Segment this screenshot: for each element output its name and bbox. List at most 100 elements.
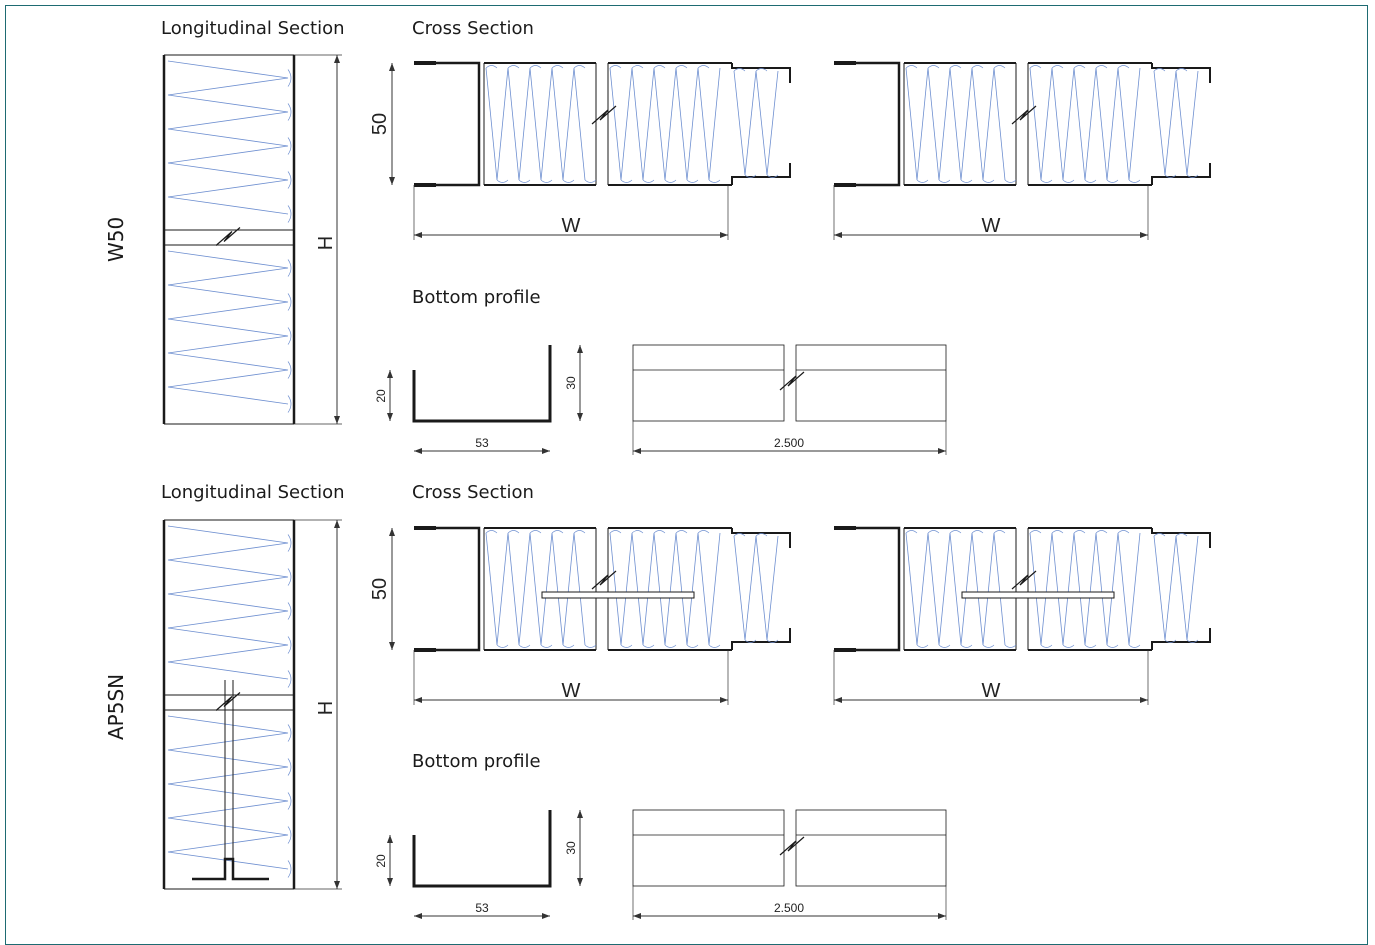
cross-panel-1-insulation-1-arc-top — [551, 65, 564, 69]
long-insulation-lower-arc — [287, 826, 292, 844]
cross-panel-2-insulation-2-arc-top — [1051, 530, 1064, 534]
long-insulation-lower-arc — [287, 860, 292, 878]
cross-panel-2-insulation-2-arc-top — [1029, 530, 1042, 534]
dim-profile-width-line-arrow-start — [414, 448, 422, 454]
cross-panel-1-insulation-2-arc-top — [631, 530, 644, 534]
dim-height-label: H — [315, 236, 337, 250]
bottom-profile-shape — [412, 345, 552, 423]
cross-panel-1-dim-width-label: W — [562, 215, 581, 237]
cross-panel-2-insulation-2-arc-bottom — [1062, 644, 1075, 648]
long-insulation-upper-arc — [287, 534, 292, 552]
long-bottom-profile — [192, 857, 269, 881]
cross-panel-2-insulation-1-arc-top — [905, 530, 918, 534]
cross-panel-2-insulation-2 — [1029, 67, 1141, 181]
cross-panel-2-central-joint — [961, 591, 1115, 599]
cross-panel-2-left-cap — [856, 526, 901, 652]
cross-panel-1-insulation-2-arc-top — [653, 65, 666, 69]
cross-panel-2-insulation-1-arc-top — [993, 530, 1006, 534]
dim-height-label: H — [315, 701, 337, 715]
cross-panel-1-insulation-2-arc-top — [697, 65, 710, 69]
cross-panel-2-break-mark — [1011, 105, 1037, 125]
bottom-profile-title-1: Bottom profile — [412, 287, 541, 308]
cross-panel-2-insulation-2-arc-top — [1073, 65, 1086, 69]
long-insulation-lower — [167, 250, 289, 405]
cross-panel-1-right-step-top — [731, 63, 791, 83]
long-insulation-lower-arc — [287, 395, 292, 413]
cross-panel-2-right-step-top — [1151, 528, 1211, 548]
cross-panel-1-insulation-1-arc-bottom — [540, 644, 553, 648]
cross-panel-2-insulation-1-arc-bottom — [982, 644, 995, 648]
cross-panel-1-right-step-top — [731, 528, 791, 548]
cross-panel-2-insulation-1-arc-top — [949, 65, 962, 69]
dim-profile-short-line-arrow-end — [387, 413, 393, 421]
dim-profile-short-line-arrow-start — [387, 835, 393, 843]
cross-panel-1-insulation-1-arc-top — [529, 530, 542, 534]
cross-panel-1-insulation-1-arc-bottom — [540, 179, 553, 183]
cross-panel-2-insulation-2-arc-bottom — [1084, 644, 1097, 648]
cross-panel-1-insulation-2-arc-top — [675, 530, 688, 534]
cross-panel-1-insulation-1 — [485, 532, 586, 646]
cross-panel-2-dim-width-line-arrow-end — [1140, 232, 1148, 238]
profile-view-part-1 — [632, 809, 785, 887]
dim-thickness-label: 50 — [369, 578, 391, 600]
cross-panel-1-insulation-1-arc-bottom — [584, 644, 597, 648]
cross-panel-1-break-mark — [591, 105, 617, 125]
cross-panel-2-insulation-2-arc-bottom — [1062, 179, 1075, 183]
cross-panel-1-insulation-1-arc-bottom — [496, 644, 509, 648]
longitudinal-title-1: Longitudinal Section — [161, 18, 345, 39]
cross-panel-1-insulation-2-arc-top — [631, 65, 644, 69]
cross-panel-1-insulation-3-arc-bottom — [766, 174, 779, 178]
cross-panel-2-insulation-2 — [1029, 532, 1141, 646]
cross-panel-1-insulation-2-arc-bottom — [686, 644, 699, 648]
cross-panel-2-insulation-1 — [905, 532, 1006, 646]
cross-panel-1-dim-width-line-arrow-start — [414, 697, 422, 703]
cross-panel-1-insulation-1-arc-top — [485, 65, 498, 69]
dim-height-line-arrow-end — [334, 881, 340, 889]
cross-panel-1-insulation-3-arc-bottom — [744, 639, 757, 643]
cross-panel-2-insulation-2-arc-top — [1117, 65, 1130, 69]
cross-title-2: Cross Section — [412, 482, 534, 503]
long-insulation-upper-arc — [287, 171, 292, 189]
cross-panel-1-left-cap — [436, 526, 481, 652]
cross-panel-2-dim-width-label: W — [982, 215, 1001, 237]
dim-thickness-line-arrow-start — [389, 528, 395, 536]
dim-thickness-label: 50 — [369, 113, 391, 135]
cross-panel-1-insulation-2-arc-bottom — [620, 644, 633, 648]
cross-panel-1-insulation-1-arc-top — [485, 530, 498, 534]
dim-profile-length-label: 2.500 — [774, 901, 804, 915]
cross-panel-2-insulation-2-arc-bottom — [1106, 179, 1119, 183]
profile-view-break-mark — [779, 836, 805, 856]
long-insulation-upper-arc — [287, 602, 292, 620]
cross-panel-1-insulation-1-arc-bottom — [518, 179, 531, 183]
dim-profile-long-line-arrow-start — [577, 345, 583, 353]
long-insulation-lower-arc — [287, 259, 292, 277]
cross-panel-1-insulation-2-arc-top — [609, 530, 622, 534]
cross-panel-2-insulation-2-arc-top — [1095, 65, 1108, 69]
cross-panel-1-insulation-3-arc-top — [755, 533, 768, 537]
cross-panel-2-insulation-1-arc-top — [927, 65, 940, 69]
profile-view-part-2 — [795, 344, 947, 422]
cross-panel-1-dim-width-line-arrow-end — [720, 232, 728, 238]
dim-profile-long-label: 30 — [564, 376, 578, 390]
cross-panel-1-insulation-2-arc-top — [653, 530, 666, 534]
cross-panel-1-insulation-3-arc-bottom — [766, 639, 779, 643]
cross-panel-1-insulation-1-arc-bottom — [496, 179, 509, 183]
long-insulation-lower-arc — [287, 327, 292, 345]
long-insulation-lower-arc — [287, 293, 292, 311]
cross-panel-1-insulation-2-arc-bottom — [642, 179, 655, 183]
cross-panel-1-insulation-1 — [485, 67, 586, 181]
dim-profile-long-label: 30 — [564, 841, 578, 855]
cross-panel-2-dim-width-label: W — [982, 680, 1001, 702]
cross-title-1: Cross Section — [412, 18, 534, 39]
dim-thickness-line-arrow-end — [389, 642, 395, 650]
cross-panel-2-insulation-1-arc-top — [993, 65, 1006, 69]
dim-profile-width-line-arrow-end — [542, 448, 550, 454]
cross-panel-2-insulation-3 — [1153, 70, 1199, 176]
cross-panel-2-insulation-2-arc-bottom — [1040, 179, 1053, 183]
long-insulation-lower-arc — [287, 724, 292, 742]
long-insulation-upper-arc — [287, 205, 292, 223]
cross-panel-1-insulation-3 — [733, 70, 779, 176]
profile-view-break-mark — [779, 371, 805, 391]
dim-profile-short-line-arrow-end — [387, 878, 393, 886]
cross-panel-1-insulation-1-arc-top — [573, 530, 586, 534]
